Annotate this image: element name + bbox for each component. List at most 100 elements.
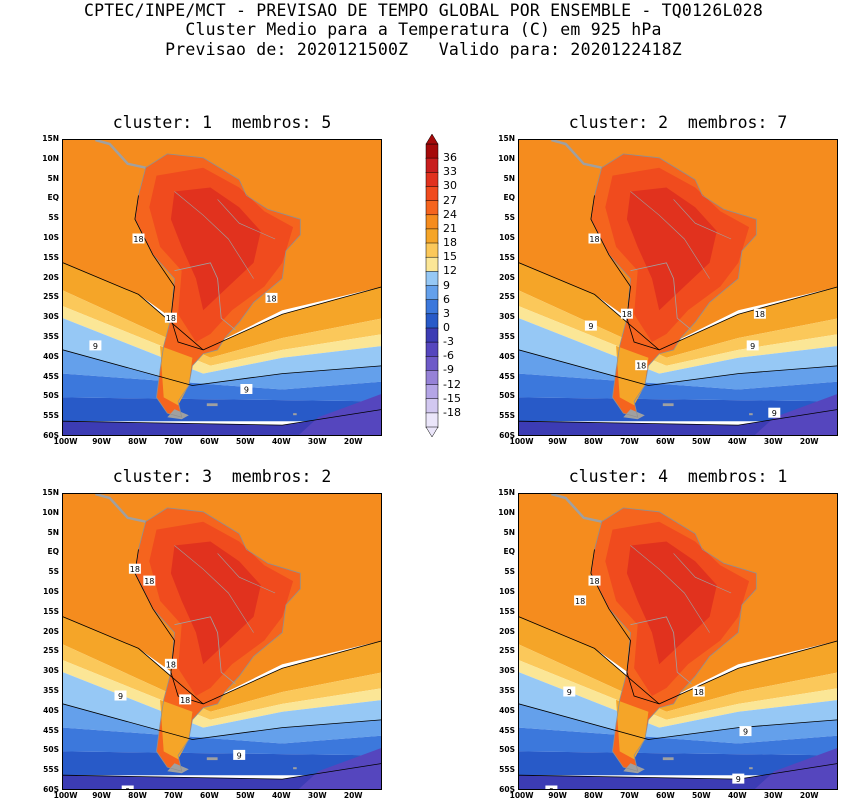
lon-label: 60W bbox=[200, 791, 219, 800]
lon-label: 20W bbox=[343, 791, 363, 800]
svg-text:18: 18 bbox=[266, 294, 276, 303]
lon-label: 40W bbox=[727, 791, 747, 800]
band-3 bbox=[63, 373, 381, 402]
band-12 bbox=[519, 660, 837, 728]
map-svg: 18 18 18 9 9 9 bbox=[63, 140, 381, 435]
svg-text:18: 18 bbox=[130, 565, 140, 574]
lon-label: 100W bbox=[53, 791, 78, 800]
band-3 bbox=[63, 727, 381, 756]
band-minus6 bbox=[298, 748, 381, 789]
lat-label: 20S bbox=[499, 626, 515, 636]
lon-label: 60W bbox=[656, 791, 675, 800]
border bbox=[630, 262, 692, 331]
svg-text:9: 9 bbox=[93, 342, 98, 351]
border bbox=[630, 616, 692, 685]
band-12 bbox=[63, 660, 381, 728]
lat-label: 20S bbox=[43, 626, 59, 636]
contour-label: 9 bbox=[240, 384, 253, 395]
lat-label: 5S bbox=[48, 567, 59, 577]
header-line-3: Previsao de: 2020121500Z Valido para: 20… bbox=[165, 40, 682, 59]
lat-label: 5N bbox=[47, 527, 60, 537]
svg-text:9: 9 bbox=[549, 787, 554, 790]
temperature-map: 18 18 18 18 9 9 9 bbox=[518, 139, 838, 436]
south-georgia bbox=[749, 413, 753, 416]
svg-text:9: 9 bbox=[750, 342, 755, 351]
temperature-map: 18 18 18 9 9 9 9 bbox=[518, 493, 838, 790]
falklands bbox=[206, 757, 218, 761]
colorbar-label: 18 bbox=[443, 236, 457, 250]
colorbar-swatch bbox=[425, 356, 439, 372]
colorbar-label: 30 bbox=[443, 179, 457, 193]
contour-0 bbox=[63, 763, 381, 780]
land-30 bbox=[170, 541, 261, 665]
svg-text:9: 9 bbox=[567, 688, 572, 697]
lat-label: 35S bbox=[499, 686, 515, 695]
lat-label: 55S bbox=[499, 411, 515, 421]
colorbar-label: -6 bbox=[443, 349, 454, 363]
contour-land-18 bbox=[590, 549, 660, 705]
contour-label: 18 bbox=[574, 595, 587, 606]
contour-9 bbox=[63, 349, 381, 386]
lat-label: 60S bbox=[43, 431, 59, 440]
svg-text:9: 9 bbox=[588, 322, 593, 331]
colorbar-swatch bbox=[425, 412, 439, 428]
colorbar-swatch bbox=[425, 327, 439, 343]
contour-9 bbox=[63, 703, 381, 740]
lat-label: 45S bbox=[43, 725, 59, 735]
contour-label: 9 bbox=[233, 749, 246, 760]
lat-label: 50S bbox=[43, 391, 59, 401]
lon-label: 90W bbox=[92, 791, 111, 800]
land-30 bbox=[170, 187, 261, 311]
band-minus6 bbox=[754, 394, 837, 435]
tierra-del-fuego bbox=[167, 763, 189, 774]
contour-label: 9 bbox=[768, 407, 781, 418]
lon-label: 60W bbox=[200, 437, 219, 446]
lat-label: 10S bbox=[43, 587, 59, 596]
colorbar-swatch bbox=[425, 214, 439, 230]
lat-label: 15S bbox=[499, 606, 515, 616]
lat-label: 30S bbox=[43, 312, 59, 322]
lat-label: 15N bbox=[42, 134, 59, 143]
colorbar-swatch bbox=[425, 341, 439, 358]
lat-label: 55S bbox=[43, 411, 59, 421]
lon-label: 30W bbox=[307, 791, 327, 800]
lat-label: 20S bbox=[499, 272, 515, 282]
lon-label: 80W bbox=[128, 437, 147, 446]
colorbar-label: 15 bbox=[443, 250, 457, 264]
contour-label: 18 bbox=[128, 563, 141, 574]
band-15 bbox=[63, 644, 381, 720]
band-6 bbox=[63, 349, 381, 390]
band-15 bbox=[519, 644, 837, 720]
contour-label: 18 bbox=[620, 308, 633, 319]
central-america bbox=[95, 494, 146, 523]
colorbar-label: 33 bbox=[443, 165, 457, 179]
colorbar-label: 9 bbox=[443, 278, 450, 292]
lat-label: 30S bbox=[499, 312, 515, 322]
contour-label: 18 bbox=[132, 233, 145, 244]
svg-text:18: 18 bbox=[166, 660, 176, 669]
colorbar-swatch bbox=[425, 271, 439, 287]
lat-label: 50S bbox=[43, 745, 59, 755]
lat-label: 45S bbox=[499, 725, 515, 735]
svg-text:18: 18 bbox=[636, 362, 646, 371]
lat-label: 15S bbox=[43, 252, 59, 262]
colorbar-arrow-down bbox=[425, 426, 439, 438]
tierra-del-fuego bbox=[167, 409, 189, 420]
lon-label: 80W bbox=[584, 791, 603, 800]
lat-label: 40S bbox=[43, 351, 59, 361]
contour-label: 9 bbox=[89, 340, 102, 351]
lon-label: 80W bbox=[128, 791, 147, 800]
contour-label: 9 bbox=[114, 690, 127, 701]
lat-label: 25S bbox=[43, 292, 59, 302]
colorbar-swatch bbox=[425, 384, 439, 400]
contour-18 bbox=[519, 262, 837, 351]
colorbar-swatch bbox=[425, 228, 439, 244]
south-georgia bbox=[293, 413, 297, 416]
lat-label: 5N bbox=[503, 527, 516, 537]
lon-label: 50W bbox=[692, 791, 711, 800]
lat-label: 20S bbox=[43, 272, 59, 282]
border bbox=[174, 616, 236, 685]
lon-label: 70W bbox=[620, 791, 639, 800]
band-15 bbox=[63, 290, 381, 366]
contour-label: 18 bbox=[692, 686, 705, 697]
